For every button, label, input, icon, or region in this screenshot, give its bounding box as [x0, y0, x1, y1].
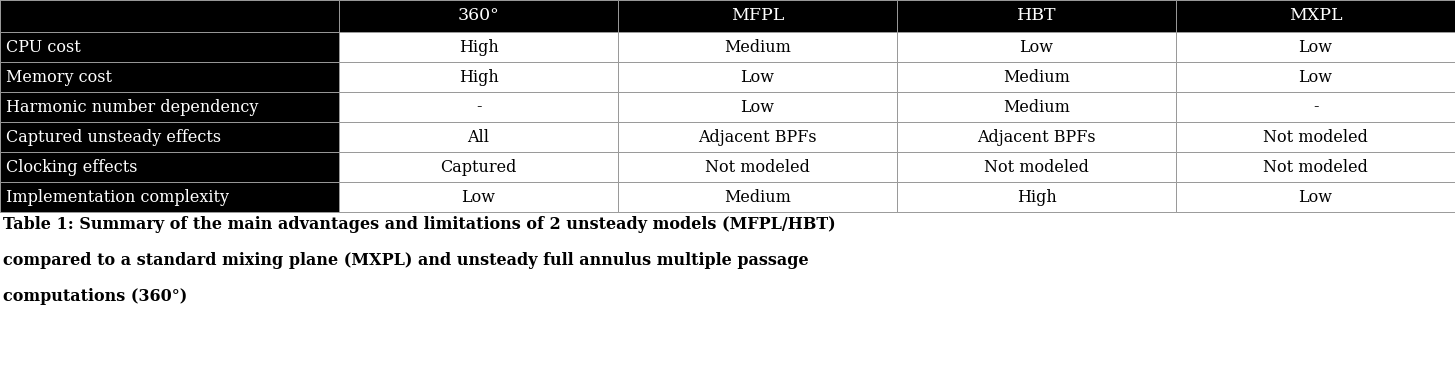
- Text: 360°: 360°: [458, 7, 499, 25]
- Bar: [0, 0, 339, 32]
- Bar: [1176, 152, 1455, 182]
- Bar: [1176, 32, 1455, 62]
- Text: Not modeled: Not modeled: [984, 158, 1088, 176]
- Text: Not modeled: Not modeled: [706, 158, 810, 176]
- Text: Low: Low: [1298, 69, 1333, 85]
- Bar: [0, 92, 339, 122]
- Bar: [0, 32, 339, 62]
- Text: Not modeled: Not modeled: [1263, 158, 1368, 176]
- Text: Low: Low: [1020, 39, 1053, 55]
- Bar: [339, 182, 618, 212]
- Text: Low: Low: [1298, 39, 1333, 55]
- Text: Medium: Medium: [725, 188, 792, 206]
- Bar: [1176, 92, 1455, 122]
- Text: Not modeled: Not modeled: [1263, 128, 1368, 145]
- Text: High: High: [458, 39, 499, 55]
- Text: -: -: [476, 99, 482, 115]
- Text: CPU cost: CPU cost: [6, 39, 80, 55]
- Text: MFPL: MFPL: [730, 7, 784, 25]
- Bar: [0, 182, 339, 212]
- Bar: [0, 152, 339, 182]
- Text: Captured: Captured: [441, 158, 517, 176]
- Text: Low: Low: [741, 69, 774, 85]
- Bar: [896, 92, 1176, 122]
- Bar: [896, 32, 1176, 62]
- Text: computations (360°): computations (360°): [3, 288, 188, 305]
- Text: High: High: [458, 69, 499, 85]
- Bar: [618, 152, 896, 182]
- Bar: [618, 62, 896, 92]
- Bar: [896, 182, 1176, 212]
- Text: Adjacent BPFs: Adjacent BPFs: [698, 128, 816, 145]
- Bar: [339, 62, 618, 92]
- Bar: [0, 122, 339, 152]
- Bar: [896, 122, 1176, 152]
- Text: Implementation complexity: Implementation complexity: [6, 188, 228, 206]
- Text: Clocking effects: Clocking effects: [6, 158, 138, 176]
- Bar: [1176, 122, 1455, 152]
- Bar: [339, 92, 618, 122]
- Bar: [896, 62, 1176, 92]
- Bar: [618, 0, 896, 32]
- Bar: [1176, 182, 1455, 212]
- Text: Harmonic number dependency: Harmonic number dependency: [6, 99, 259, 115]
- Bar: [339, 152, 618, 182]
- Text: Captured unsteady effects: Captured unsteady effects: [6, 128, 221, 145]
- Bar: [618, 122, 896, 152]
- Text: Adjacent BPFs: Adjacent BPFs: [978, 128, 1096, 145]
- Text: HBT: HBT: [1017, 7, 1056, 25]
- Bar: [0, 62, 339, 92]
- Bar: [1176, 0, 1455, 32]
- Bar: [339, 0, 618, 32]
- Text: MXPL: MXPL: [1289, 7, 1343, 25]
- Bar: [618, 182, 896, 212]
- Text: Memory cost: Memory cost: [6, 69, 112, 85]
- Text: All: All: [467, 128, 489, 145]
- Bar: [1176, 62, 1455, 92]
- Text: -: -: [1312, 99, 1318, 115]
- Text: Low: Low: [461, 188, 496, 206]
- Bar: [896, 0, 1176, 32]
- Text: Medium: Medium: [725, 39, 792, 55]
- Text: Low: Low: [741, 99, 774, 115]
- Text: Medium: Medium: [1002, 99, 1069, 115]
- Bar: [339, 122, 618, 152]
- Bar: [339, 32, 618, 62]
- Text: compared to a standard mixing plane (MXPL) and unsteady full annulus multiple pa: compared to a standard mixing plane (MXP…: [3, 252, 809, 269]
- Text: Table 1: Summary of the main advantages and limitations of 2 unsteady models (MF: Table 1: Summary of the main advantages …: [3, 216, 835, 233]
- Text: Low: Low: [1298, 188, 1333, 206]
- Bar: [618, 92, 896, 122]
- Bar: [618, 32, 896, 62]
- Bar: [896, 152, 1176, 182]
- Text: Medium: Medium: [1002, 69, 1069, 85]
- Text: High: High: [1017, 188, 1056, 206]
